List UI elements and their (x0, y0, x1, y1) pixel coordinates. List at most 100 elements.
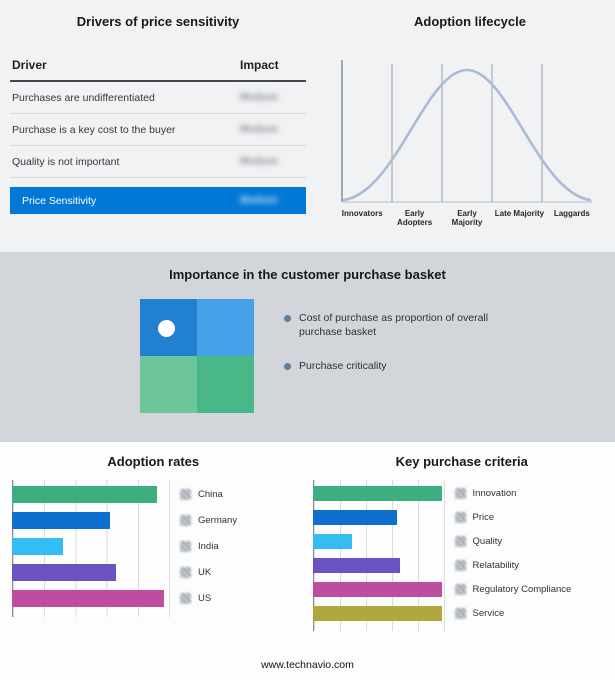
bar-row: Germany (12, 512, 295, 529)
bullet-item: Purchase criticality (284, 359, 519, 373)
bar-row: India (12, 538, 295, 555)
criteria-icon (454, 512, 466, 523)
top-section: Drivers of price sensitivity Driver Impa… (0, 0, 615, 252)
bar-plot: China Germany India UK US (12, 480, 295, 617)
bar (12, 538, 63, 555)
impact-column-header: Impact (240, 58, 279, 72)
bar-label: Service (454, 608, 505, 619)
bar-track (312, 606, 445, 621)
bar (12, 486, 158, 503)
bar (312, 606, 442, 621)
lifecycle-chart (341, 60, 592, 203)
stage-label: Laggards (553, 209, 590, 218)
bar-track (12, 590, 170, 607)
bar-row: Regulatory Compliance (312, 582, 611, 597)
key-purchase-criteria-title: Key purchase criteria (395, 454, 528, 469)
bar-row: US (12, 590, 295, 607)
impact-value-blurred: Medium (240, 124, 278, 135)
quadrant-graphic (140, 299, 254, 413)
bar-track (12, 538, 170, 555)
website-footer: www.technavio.com (261, 659, 354, 671)
lifecycle-title: Adoption lifecycle (414, 14, 526, 29)
bar-category: US (198, 593, 212, 604)
table-row: Quality is not important Medium (10, 146, 306, 178)
purchase-basket-section: Importance in the customer purchase bask… (0, 252, 615, 442)
purchase-basket-title: Importance in the customer purchase bask… (169, 267, 446, 282)
bar-rows: Innovation Price Quality Relatability Regula… (312, 486, 611, 621)
bar (312, 582, 442, 597)
bar (312, 558, 400, 573)
drivers-title: Drivers of price sensitivity (76, 14, 240, 29)
bar-track (312, 582, 445, 597)
criteria-icon (454, 536, 466, 547)
bar-category: Service (472, 608, 505, 619)
drivers-table-header: Driver Impact (10, 58, 306, 82)
bar-track (12, 486, 170, 503)
bar-label: Regulatory Compliance (454, 584, 571, 595)
impact-value-blurred: Medium (240, 92, 278, 103)
purchase-basket-content: Cost of purchase as proportion of overal… (0, 299, 615, 413)
bar-label: China (180, 489, 223, 500)
driver-cell: Purchases are undifferentiated (12, 91, 155, 104)
criteria-icon (454, 488, 466, 499)
price-sensitivity-impact-blurred: Medium (240, 195, 278, 206)
bar-label: India (180, 541, 219, 552)
criteria-icon (454, 608, 466, 619)
bullet-text: Purchase criticality (299, 360, 387, 373)
bar (312, 486, 442, 501)
adoption-rates-chart: Adoption rates China Germany India UK US (12, 454, 295, 680)
flag-icon (180, 593, 191, 604)
flag-icon (180, 541, 191, 552)
bar-row: China (12, 486, 295, 503)
bar-category: UK (198, 567, 212, 578)
table-row: Purchase is a key cost to the buyer Mediu… (10, 114, 306, 146)
bullet-text: Cost of purchase as proportion of overal… (299, 312, 489, 339)
bullet-icon (284, 363, 291, 371)
bar-label: Germany (180, 515, 237, 526)
basket-bullets: Cost of purchase as proportion of overal… (284, 311, 519, 413)
stage-label: Early Majority (451, 209, 483, 228)
bar-track (12, 564, 170, 581)
bar-track (312, 510, 445, 525)
bar-row: Relatability (312, 558, 611, 573)
lifecycle-stage-dividers (391, 64, 543, 202)
bullet-icon (284, 315, 291, 322)
bottom-section: Adoption rates China Germany India UK US Key… (0, 442, 615, 680)
criteria-icon (454, 584, 466, 595)
adoption-rates-title: Adoption rates (107, 454, 200, 469)
flag-icon (180, 567, 191, 578)
bar-category: Relatability (472, 560, 520, 571)
bar-label: Relatability (454, 560, 520, 571)
bar-category: Germany (198, 515, 238, 526)
price-sensitivity-row: Price Sensitivity Medium (10, 187, 306, 214)
bar-label: UK (180, 567, 211, 578)
bar-label: Quality (454, 536, 503, 547)
bar (312, 534, 353, 549)
price-sensitivity-label: Price Sensitivity (22, 194, 97, 207)
lifecycle-panel: Adoption lifecycle Innovators Early Adopt… (336, 10, 604, 252)
flag-icon (180, 515, 191, 526)
table-row: Purchases are undifferentiated Medium (10, 82, 306, 114)
bar-category: Innovation (472, 488, 517, 499)
lifecycle-curve (342, 68, 592, 202)
bar-track (12, 512, 170, 529)
impact-value-blurred: Medium (240, 156, 278, 167)
bar-row: Service (312, 606, 611, 621)
bar-rows: China Germany India UK US (12, 486, 295, 607)
driver-cell: Quality is not important (12, 155, 120, 168)
bar-category: Quality (472, 536, 503, 547)
stage-label: Innovators (341, 209, 383, 218)
stage-label: Late Majority (494, 209, 545, 218)
criteria-icon (454, 560, 466, 571)
driver-column-header: Driver (12, 58, 47, 72)
stage-label: Early Adopters (397, 209, 433, 228)
bullet-item: Cost of purchase as proportion of overal… (284, 311, 519, 339)
quadrant-cell (197, 356, 254, 413)
bar-row: UK (12, 564, 295, 581)
flag-icon (180, 489, 191, 500)
key-purchase-criteria-chart: Key purchase criteria Innovation Price Qua… (312, 454, 611, 680)
bar (312, 510, 398, 525)
bar-category: India (198, 541, 219, 552)
drivers-panel: Drivers of price sensitivity Driver Impa… (10, 10, 306, 252)
